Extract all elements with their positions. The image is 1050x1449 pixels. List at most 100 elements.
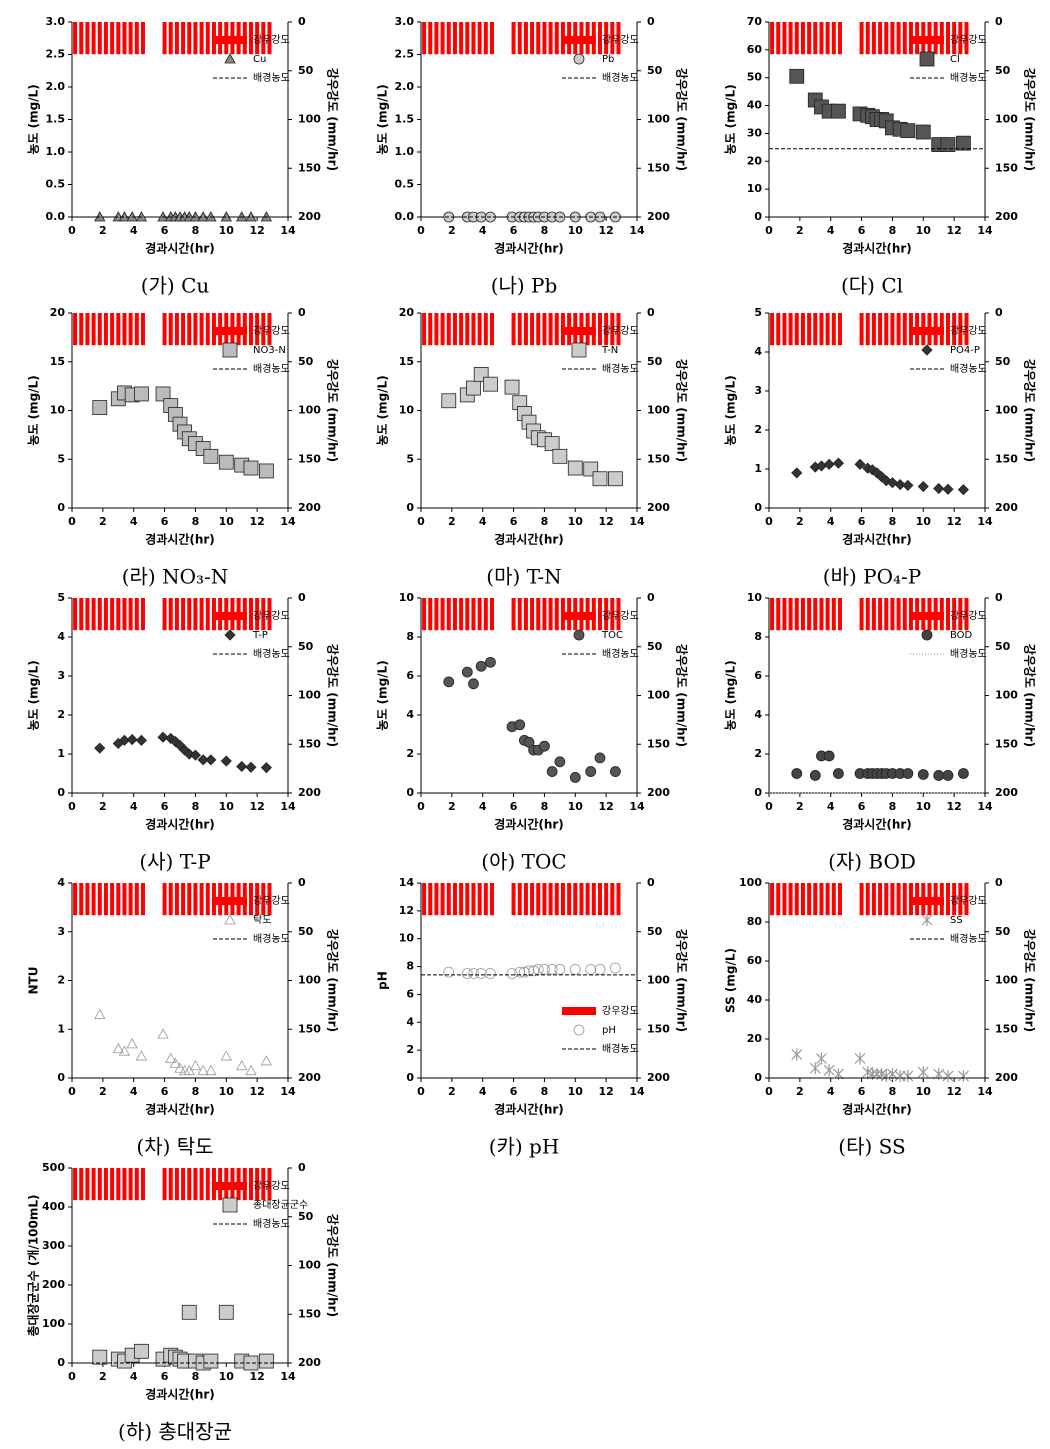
rain-bar [548,313,553,346]
y-tick-label: 0.0 [395,210,415,223]
y2-tick-label: 50 [647,640,663,653]
rain-bar [465,598,470,631]
marker [554,756,566,768]
x-tick-label: 12 [598,1085,613,1098]
y2-tick-label: 200 [647,786,670,799]
y2-tick-label: 0 [298,15,306,28]
y2-tick-label: 100 [995,689,1018,702]
legend-swatch [222,342,238,358]
x-axis-label: 경과시간(hr) [494,817,564,832]
rain-bar [770,313,775,346]
rain-bar [103,1168,108,1201]
marker [917,480,929,493]
x-tick-label: 6 [858,224,866,237]
rain-bar [871,883,876,916]
y-tick-label: 0 [57,786,65,799]
rain-bar [85,1168,90,1201]
rain-bar [162,313,167,346]
y-tick-label: 30 [747,126,763,139]
rain-bar [542,313,547,346]
marker [157,731,169,743]
rain-bar [952,883,957,916]
marker [179,744,191,756]
rain-bar [554,313,559,346]
x-tick-label: 6 [161,1370,169,1383]
rain-bar [267,22,272,55]
marker [539,740,550,752]
marker [218,454,234,470]
marker [518,966,530,978]
rain-bar [255,883,260,916]
rain-bar [807,313,812,346]
rain-bar [116,1168,121,1201]
marker [236,760,248,773]
y2-tick-label: 200 [647,1071,670,1084]
x-tick-label: 12 [249,1085,264,1098]
y2-tick-label: 50 [298,925,314,938]
y2-tick-label: 50 [298,64,314,77]
x-tick-label: 8 [541,800,549,813]
rain-bar [610,883,615,916]
marker [189,749,201,761]
x-axis-label: 경과시간(hr) [842,532,912,547]
panel: 0 10 20 30 40 50 60 70 0 50 100 150 200 0 2 4 6 8 10 12 14 경과… [724,15,1037,298]
marker [92,400,108,415]
x-tick-label: 6 [161,515,169,528]
rain-bar [523,883,528,916]
y2-axis-label: 강우강도 (mm/hr) [1023,929,1037,1032]
y-tick-label: 10 [399,404,415,417]
rain-bar [91,22,96,55]
rain-bar [255,22,260,55]
x-tick-label: 0 [68,1370,76,1383]
legend-swatch [573,53,585,65]
y2-axis-label: 강우강도 (mm/hr) [675,929,689,1032]
x-tick-label: 14 [280,224,296,237]
rain-bar [511,883,516,916]
marker [942,1070,954,1083]
rain-bar [794,313,799,346]
rain-bar [440,313,445,346]
y2-tick-label: 100 [995,404,1018,417]
rain-bar [807,598,812,631]
legend-swatch [921,344,933,356]
x-axis-label: 경과시간(hr) [145,241,215,256]
marker [592,471,608,487]
marker [789,68,805,84]
rain-bar [471,883,476,916]
rain-bar [162,598,167,631]
marker [112,1042,124,1054]
y-tick-label: 0.5 [395,178,415,191]
marker [197,1064,209,1076]
rain-bar [536,313,541,346]
y-axis-label: NTU [27,967,41,995]
y2-tick-label: 150 [298,161,321,174]
rain-bar [958,22,963,55]
y-axis-label: 농도 (mg/L) [376,375,390,445]
rain-bar [548,22,553,55]
legend-label: T-P [252,630,268,641]
x-tick-label: 6 [510,224,518,237]
marker [823,1064,835,1077]
rain-bar [103,883,108,916]
rain-bar [542,22,547,55]
y-axis-label: 농도 (mg/L) [724,84,738,154]
marker [483,376,498,392]
rain-bar [199,22,204,55]
marker [220,1050,232,1061]
y2-axis-label: 강우강도 (mm/hr) [326,644,340,747]
rain-bar [837,598,842,631]
rain-bar [819,313,824,346]
legend-label: 배경농도 [602,362,639,375]
rain-bar [91,598,96,631]
rain-bar [205,22,210,55]
rain-bar [110,22,115,55]
rain-bar [616,883,621,916]
chart-title: (하) 총대장균 [118,1420,232,1444]
legend-swatch [910,327,944,335]
y-tick-label: 1.0 [395,145,415,158]
marker [831,103,846,119]
y-tick-label: 8 [754,630,762,643]
rain-bar [964,22,969,55]
marker [523,965,535,977]
